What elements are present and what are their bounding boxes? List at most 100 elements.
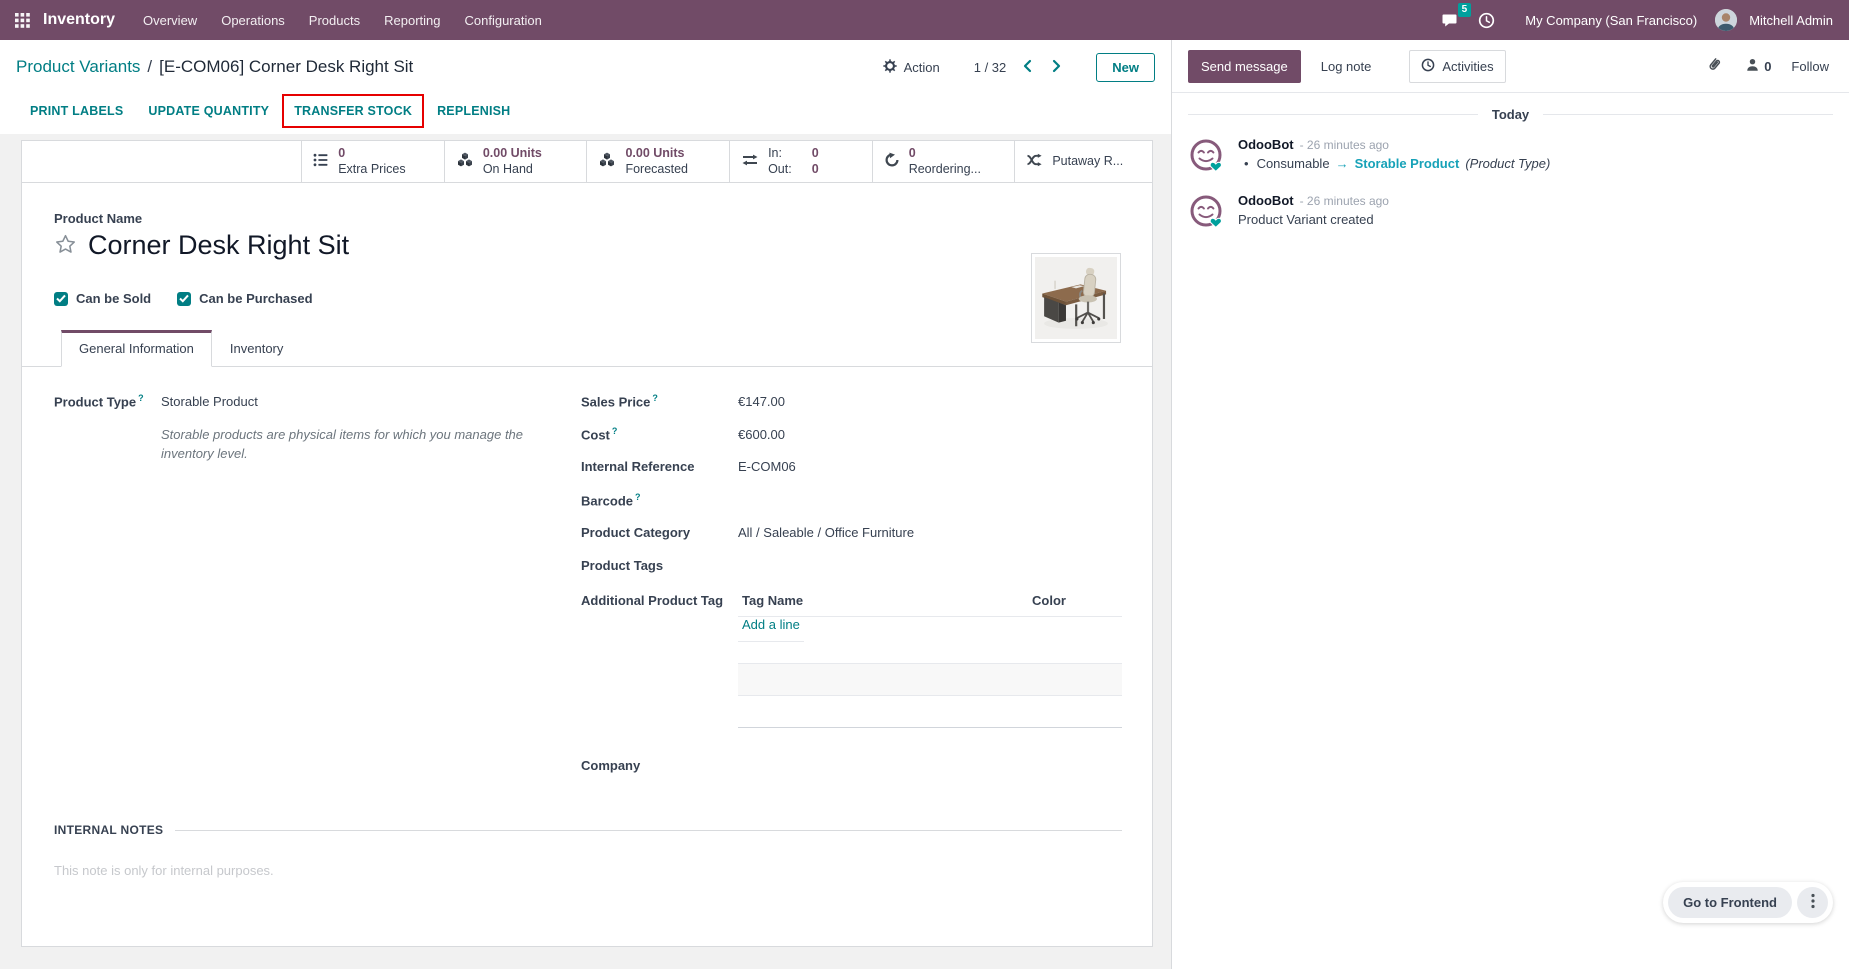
replenish-button[interactable]: REPLENISH [437,104,511,118]
messages-icon[interactable]: 5 [1437,3,1472,32]
chevron-left-icon [1022,59,1033,76]
message-author[interactable]: OdooBot [1238,193,1294,208]
action-menu-button[interactable]: Action [882,58,940,76]
help-question-icon[interactable]: ? [138,393,144,403]
right-field-column: Sales Price? €147.00 Cost? €600.00 Inter… [581,393,1122,791]
internal-reference-label: Internal Reference [581,459,695,474]
cubes-icon [598,152,616,171]
menu-operations[interactable]: Operations [221,12,285,28]
odoobot-avatar[interactable] [1188,193,1225,230]
menu-overview[interactable]: Overview [143,12,198,28]
pager-value: 1 / 32 [973,59,1007,75]
tab-inventory[interactable]: Inventory [229,341,284,356]
product-name-title[interactable]: Corner Desk Right Sit [88,230,350,260]
sales-price-value[interactable]: €147.00 [738,394,785,410]
internal-notes-placeholder[interactable]: This note is only for internal purposes. [54,863,274,878]
breadcrumb: Product Variants / [E-COM06] Corner Desk R… [16,57,413,77]
product-type-value[interactable]: Storable Product [161,394,258,410]
app-name[interactable]: Inventory [43,11,116,28]
sale-purchase-checkboxes: Can be Sold Can be Purchased [54,291,1122,306]
product-tags-label: Product Tags [581,558,664,573]
pager-next-button[interactable] [1049,57,1064,78]
tracking-new-value: Storable Product [1354,156,1460,171]
menu-reporting[interactable]: Reporting [384,12,441,28]
can-be-purchased-checkbox[interactable]: Can be Purchased [177,291,313,306]
stat-putaway-rules[interactable]: Putaway R... [1014,141,1152,182]
add-a-line-link[interactable]: Add a line [738,608,804,642]
stat-in-value: 0 [811,145,819,160]
empty-table-row [738,696,1122,728]
send-message-button[interactable]: Send message [1188,49,1301,83]
refresh-icon [884,152,900,171]
product-category-value[interactable]: All / Saleable / Office Furniture [738,525,915,540]
update-quantity-button[interactable]: UPDATE QUANTITY [148,104,270,118]
stat-on-hand[interactable]: 0.00 Units On Hand [443,141,587,182]
shuffle-icon [1026,152,1043,171]
message-timestamp: - 26 minutes ago [1299,138,1389,152]
pager-previous-button[interactable] [1020,57,1035,78]
date-separator-label: Today [1491,107,1530,122]
new-record-button[interactable]: New [1096,52,1155,82]
stat-reordering[interactable]: 0 Reordering... [871,141,1015,182]
arrow-right-icon: → [1335,156,1349,171]
gear-icon [882,58,897,76]
stat-value: 0.00 Units [482,145,542,160]
follow-button[interactable]: Follow [1791,58,1829,74]
can-be-sold-checkbox[interactable]: Can be Sold [54,291,151,306]
checkbox-checked-icon [177,291,192,306]
menu-products[interactable]: Products [308,12,361,28]
print-labels-button[interactable]: PRINT LABELS [30,104,124,118]
content-area: 0 Extra Prices 0.00 Units On Hand 0.00 Uni… [0,134,1171,969]
cost-value[interactable]: €600.00 [738,427,785,443]
message-author[interactable]: OdooBot [1238,137,1294,152]
product-name-label: Product Name [54,211,143,226]
stat-label: Reordering... [908,161,981,176]
activity-clock-icon[interactable] [1474,8,1499,33]
paperclip-icon [1706,56,1723,76]
product-header-section: Product Name Corner Desk Right Sit [22,183,1152,343]
tab-general-information[interactable]: General Information [61,330,212,367]
product-image[interactable] [1031,253,1121,343]
chevron-right-icon [1051,59,1062,76]
breadcrumb-parent-link[interactable]: Product Variants [16,57,141,76]
help-question-icon[interactable]: ? [635,492,641,502]
tracking-change-line: Consumable → Storable Product (Product Type… [1238,156,1550,171]
log-note-button[interactable]: Log note [1309,51,1384,82]
stat-in-label: In: [768,145,782,160]
odoobot-avatar[interactable] [1188,137,1225,174]
transfer-stock-button[interactable]: TRANSFER STOCK [294,104,413,118]
empty-table-row [738,664,1122,696]
more-options-button[interactable] [1797,887,1828,918]
user-menu[interactable]: Mitchell Admin [1749,12,1833,28]
can-be-sold-label: Can be Sold [76,291,152,306]
transfer-arrows-icon [741,153,759,170]
internal-notes-title: INTERNAL NOTES [54,823,164,837]
stat-in-out[interactable]: In: 0 Out: 0 [729,141,872,182]
breadcrumb-separator: / [147,57,153,76]
message-body: OdooBot - 26 minutes ago Product Variant… [1238,193,1389,230]
user-avatar[interactable] [1715,9,1738,31]
company-switcher[interactable]: My Company (San Francisco) [1525,12,1698,28]
attach-files-button[interactable] [1704,54,1725,78]
annotation-highlight-box: TRANSFER STOCK [282,94,425,128]
internal-reference-value[interactable]: E-COM06 [738,459,796,474]
menu-configuration[interactable]: Configuration [464,12,542,28]
favorite-star-icon[interactable] [54,233,77,259]
help-question-icon[interactable]: ? [652,393,658,403]
activities-button[interactable]: Activities [1409,49,1506,83]
go-to-frontend-button[interactable]: Go to Frontend [1668,887,1792,918]
chatter-panel: Send message Log note Activities 0 Follo… [1171,40,1849,969]
cubes-icon [456,152,474,171]
separator-line [1543,114,1834,115]
followers-button[interactable]: 0 [1743,55,1773,77]
product-category-label: Product Category [581,525,691,540]
stat-extra-prices[interactable]: 0 Extra Prices [301,141,444,182]
top-navbar: Inventory Overview Operations Products R… [0,0,1849,40]
help-question-icon[interactable]: ? [611,426,618,436]
color-column-header: Color [1032,593,1066,608]
stat-button-row: 0 Extra Prices 0.00 Units On Hand 0.00 Uni… [22,141,1152,183]
apps-grid-icon[interactable] [10,8,35,33]
message-text: Product Variant created [1238,212,1374,227]
stat-label: Extra Prices [338,161,406,176]
stat-forecasted[interactable]: 0.00 Units Forecasted [586,141,730,182]
